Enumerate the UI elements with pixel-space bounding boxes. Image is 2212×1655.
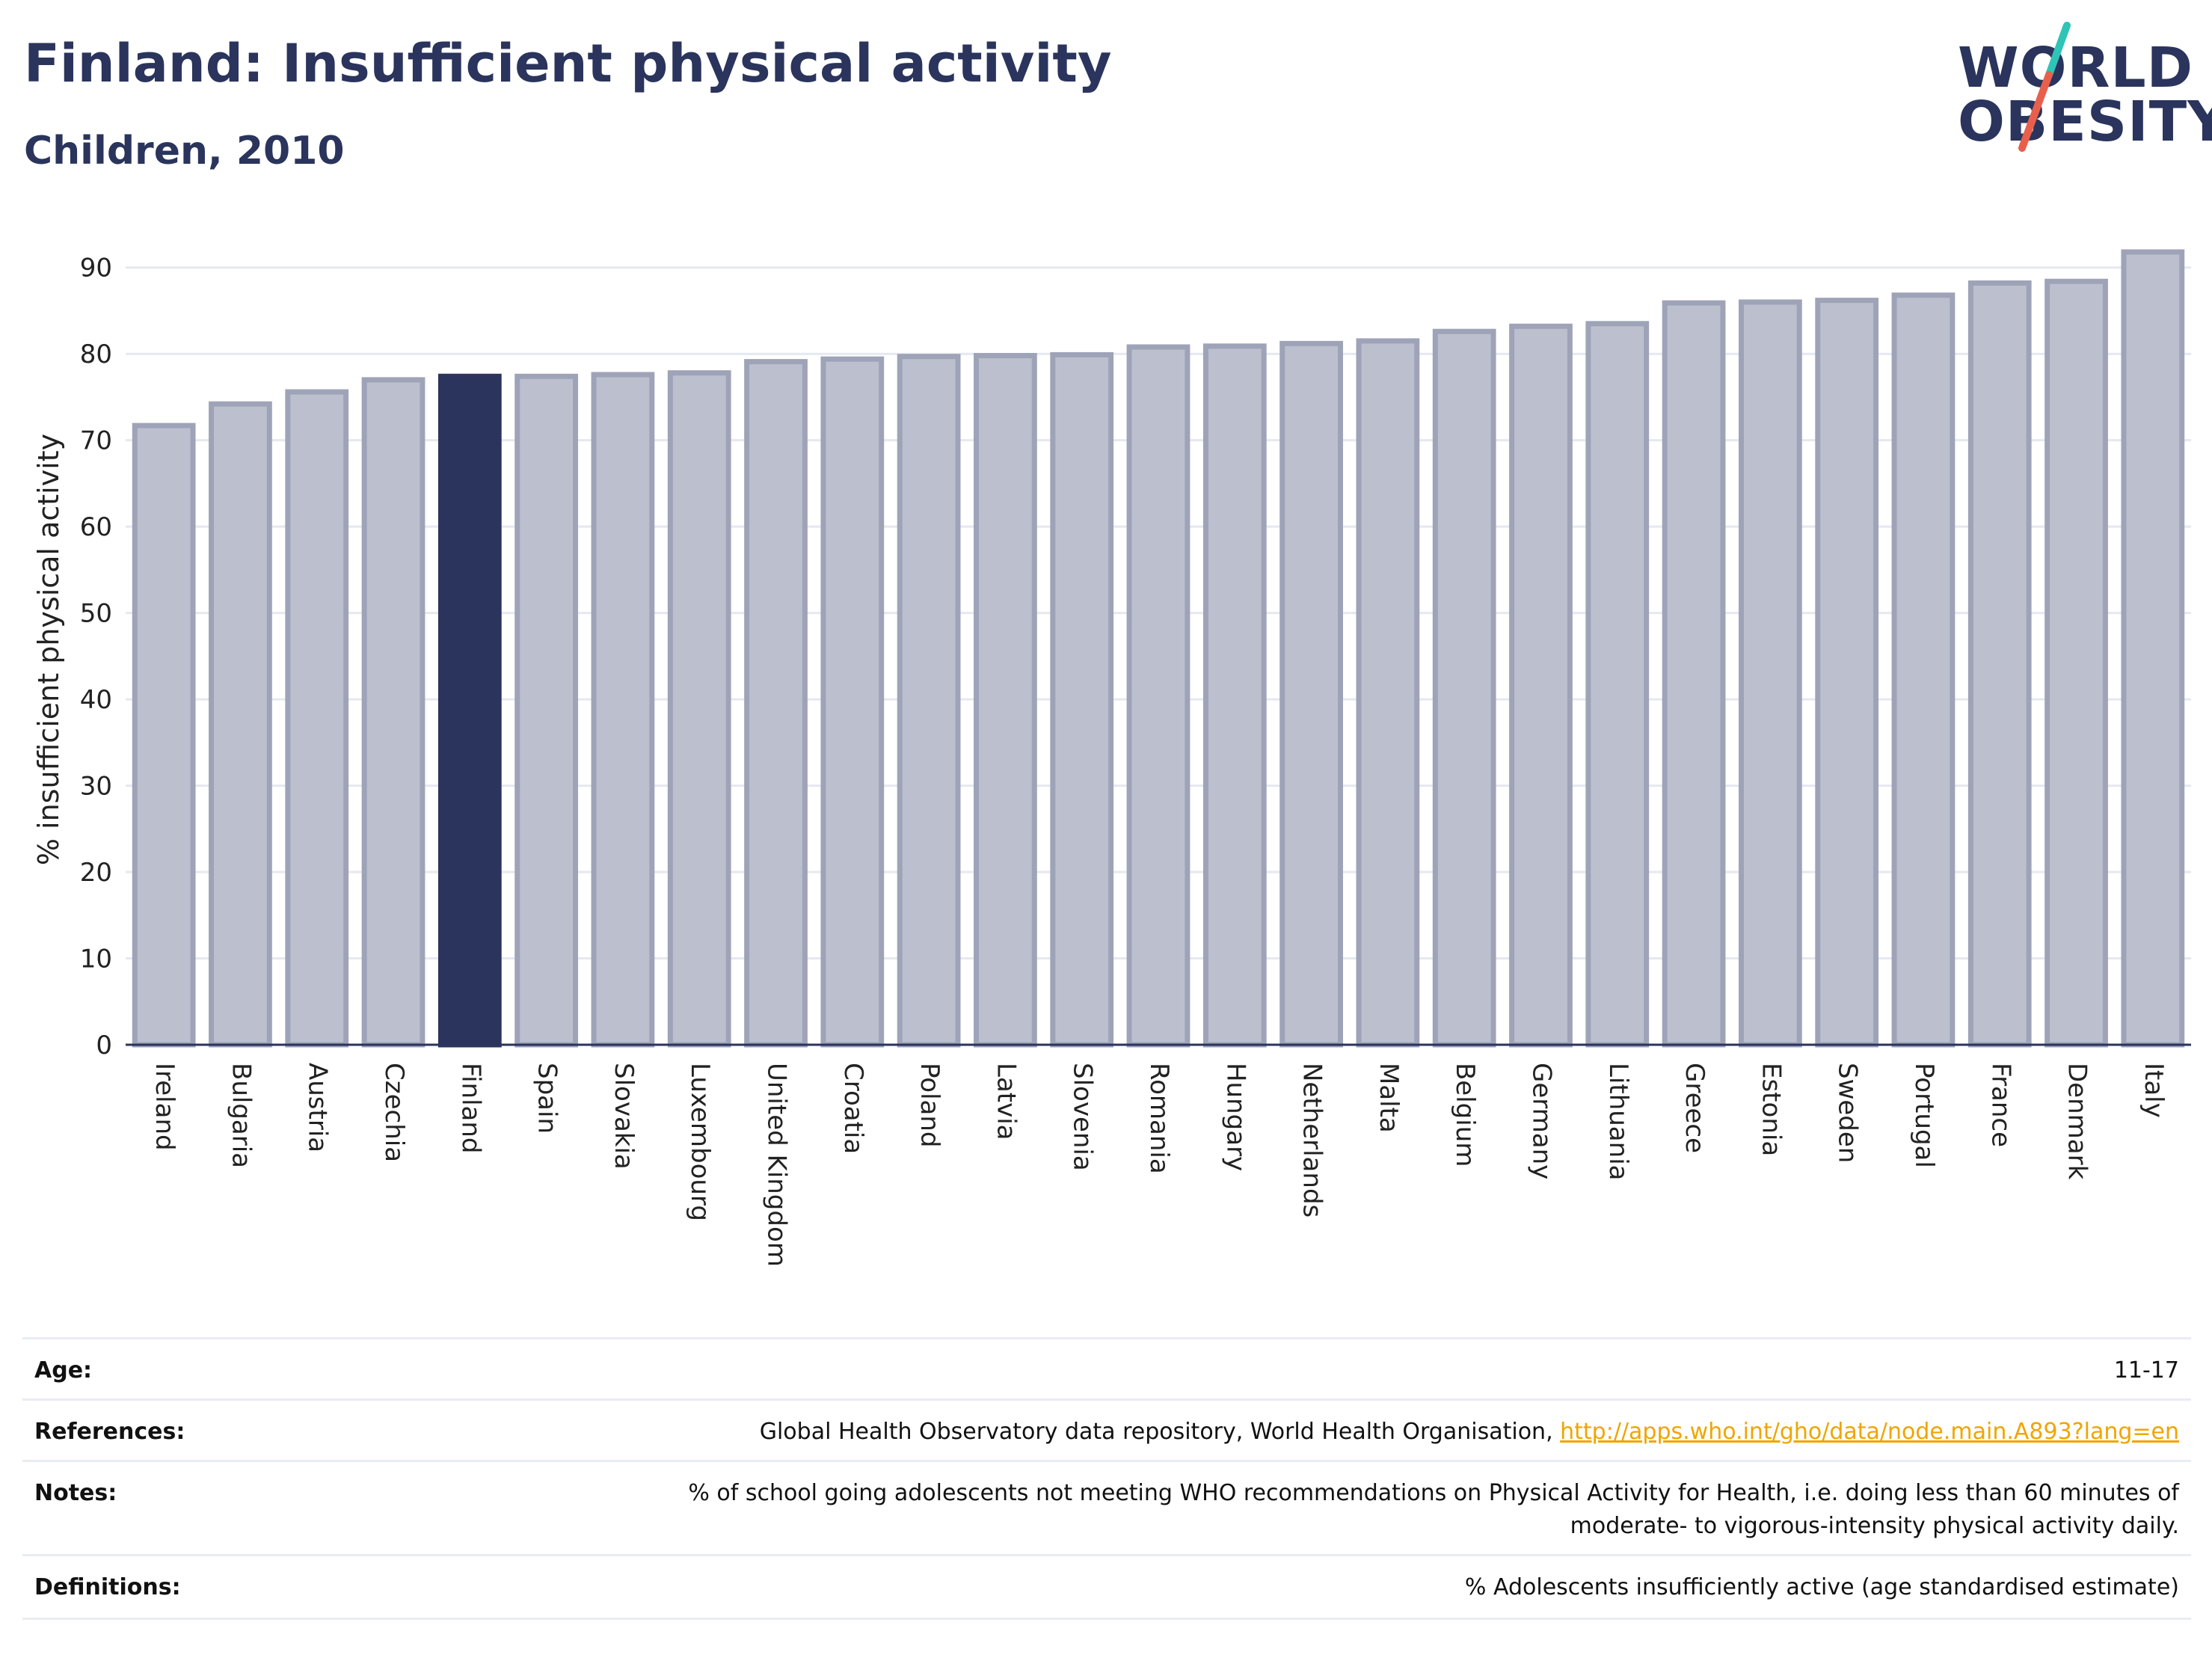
x-tick-label: Estonia: [1756, 1063, 1786, 1156]
y-tick-label: 30: [80, 772, 112, 802]
x-tick-label: Czechia: [379, 1063, 409, 1162]
references-text: Global Health Observatory data repositor…: [759, 1419, 1561, 1445]
bar-spain: [514, 373, 579, 1048]
bars: [132, 249, 2185, 1048]
x-axis-ticks: Ireland Bulgaria Austria Czechia Finland Spai…: [150, 1063, 2169, 1267]
bar-germany: [1509, 323, 1573, 1048]
page-subtitle: Children, 2010: [24, 129, 345, 174]
info-row-age: Age: 11-17: [22, 1337, 2191, 1401]
y-tick-label: 40: [80, 685, 112, 715]
notes-value: % of school going adolescents not meetin…: [688, 1477, 2179, 1543]
bar-czechia: [361, 377, 425, 1048]
references-link[interactable]: http://apps.who.int/gho/data/node.main.A…: [1560, 1419, 2179, 1445]
world-obesity-logo: WORLD OBESITY: [1944, 21, 2212, 163]
x-tick-label: Belgium: [1450, 1063, 1480, 1167]
bar-slovakia: [591, 372, 655, 1048]
x-tick-label: Germany: [1526, 1063, 1556, 1179]
age-label: Age:: [34, 1357, 93, 1384]
bar-united-kingdom: [744, 359, 808, 1048]
bar-malta: [1356, 338, 1420, 1048]
y-tick-label: 60: [80, 512, 112, 542]
notes-line-2: moderate- to vigorous-intensity physical…: [1570, 1513, 2179, 1539]
x-tick-label: Hungary: [1220, 1063, 1250, 1171]
x-tick-label: Denmark: [2062, 1063, 2092, 1180]
y-tick-label: 80: [80, 340, 112, 369]
y-tick-label: 10: [80, 945, 112, 974]
references-value: Global Health Observatory data repositor…: [760, 1416, 2179, 1449]
x-tick-label: Sweden: [1833, 1063, 1863, 1163]
bar-portugal: [1891, 292, 1956, 1048]
bar-italy: [2121, 249, 2185, 1048]
x-tick-label: France: [1985, 1063, 2015, 1147]
x-tick-label: Slovenia: [1068, 1063, 1098, 1171]
x-tick-label: Italy: [2139, 1063, 2169, 1118]
bar-latvia: [974, 353, 1037, 1048]
y-tick-label: 50: [80, 599, 112, 629]
bar-netherlands: [1279, 340, 1343, 1048]
bar-chart: 0 10 20 30 40 50 60 70 80 90 Ireland Bulgaria Austr…: [32, 249, 2191, 1267]
bar-slovenia: [1050, 351, 1114, 1048]
logo-line-2: OBESITY: [1958, 90, 2212, 154]
bar-poland: [897, 354, 961, 1048]
x-tick-label: Latvia: [991, 1063, 1021, 1140]
logo-slash-icon: [2018, 22, 2071, 152]
bar-hungary: [1202, 343, 1267, 1048]
x-tick-label: Slovakia: [609, 1063, 639, 1170]
bar-croatia: [820, 356, 885, 1048]
x-tick-label: Ireland: [150, 1063, 179, 1151]
x-tick-label: Romania: [1144, 1063, 1174, 1174]
bar-sweden: [1815, 298, 1879, 1048]
bar-greece: [1662, 300, 1726, 1048]
x-tick-label: Poland: [915, 1063, 944, 1148]
bar-bulgaria: [209, 401, 272, 1048]
x-tick-label: Lithuania: [1603, 1063, 1633, 1180]
bar-austria: [285, 389, 349, 1048]
info-row-references: References: Global Health Observatory da…: [22, 1398, 2191, 1462]
y-tick-label: 70: [80, 426, 112, 456]
x-tick-label: Malta: [1374, 1063, 1404, 1133]
references-label: References:: [34, 1419, 185, 1445]
notes-label: Notes:: [34, 1480, 117, 1506]
y-tick-label: 90: [80, 254, 112, 283]
info-row-definitions: Definitions: % Adolescents insufficientl…: [22, 1554, 2191, 1620]
bar-luxembourg: [667, 370, 731, 1048]
x-tick-label: Bulgaria: [226, 1063, 256, 1168]
bar-estonia: [1738, 299, 1802, 1048]
bar-france: [1967, 280, 2032, 1048]
notes-line-1: % of school going adolescents not meetin…: [688, 1480, 2179, 1506]
x-tick-label: United Kingdom: [762, 1063, 792, 1267]
age-value: 11-17: [2113, 1357, 2179, 1384]
page-title: Finland: Insufficient physical activity: [24, 33, 1112, 94]
x-tick-label: Netherlands: [1297, 1063, 1327, 1218]
x-tick-label: Croatia: [838, 1063, 868, 1154]
logo-line-1: WORLD: [1958, 36, 2194, 100]
bar-denmark: [2044, 278, 2108, 1048]
x-tick-label: Spain: [532, 1063, 562, 1134]
definitions-label: Definitions:: [34, 1574, 181, 1600]
x-tick-label: Greece: [1680, 1063, 1709, 1153]
y-axis-ticks: 0 10 20 30 40 50 60 70 80 90: [80, 254, 112, 1060]
bar-ireland: [132, 423, 196, 1048]
bar-lithuania: [1585, 321, 1650, 1048]
bar-finland: [437, 373, 502, 1048]
x-tick-label: Portugal: [1909, 1063, 1939, 1168]
info-row-notes: Notes: % of school going adolescents not…: [22, 1460, 2191, 1556]
bar-belgium: [1432, 328, 1496, 1048]
y-tick-label: 20: [80, 858, 112, 888]
x-tick-label: Luxembourg: [685, 1063, 715, 1221]
y-axis-title: % insufficient physical activity: [32, 434, 65, 865]
y-tick-label: 0: [96, 1031, 112, 1060]
x-tick-label: Finland: [455, 1063, 485, 1154]
x-tick-label: Austria: [303, 1063, 333, 1152]
definitions-value: % Adolescents insufficiently active (age…: [1464, 1574, 2179, 1600]
bar-romania: [1126, 344, 1191, 1048]
